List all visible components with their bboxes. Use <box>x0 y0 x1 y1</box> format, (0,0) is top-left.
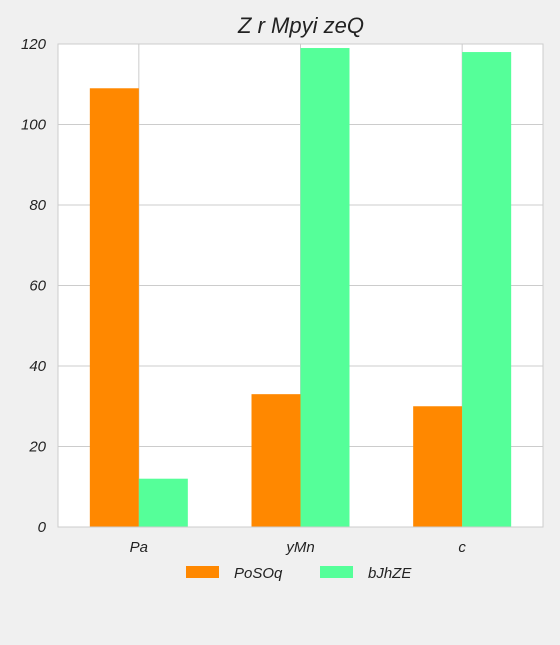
x-tick-label: c <box>458 539 466 556</box>
y-tick-label: 80 <box>29 197 46 214</box>
bar-PoSOq-c <box>413 406 462 527</box>
chart-title: Z r Mpyi zeQ <box>237 13 364 38</box>
bar-PoSOq-Pa <box>90 88 139 527</box>
y-tick-label: 100 <box>21 117 47 134</box>
legend-swatch-bJhZE <box>320 566 353 578</box>
bar-PoSOq-yMn <box>252 394 301 527</box>
bar-bJhZE-yMn <box>301 48 350 527</box>
bar-bJhZE-c <box>462 52 511 527</box>
y-tick-label: 20 <box>28 439 46 456</box>
bar-bJhZE-Pa <box>139 479 188 527</box>
y-tick-label: 0 <box>38 519 47 536</box>
y-tick-label: 40 <box>29 358 46 375</box>
legend-swatch-PoSOq <box>186 566 219 578</box>
y-tick-label: 60 <box>29 278 46 295</box>
legend-label-bJhZE: bJhZE <box>368 565 412 582</box>
legend-label-PoSOq: PoSOq <box>234 565 283 582</box>
x-tick-label: Pa <box>130 539 148 556</box>
plot-area: 0 20 40 60 80 100 120 Pa yMn c <box>21 36 543 556</box>
y-tick-label: 120 <box>21 36 47 53</box>
legend: PoSOq bJhZE <box>186 565 412 582</box>
x-tick-label: yMn <box>285 539 314 556</box>
